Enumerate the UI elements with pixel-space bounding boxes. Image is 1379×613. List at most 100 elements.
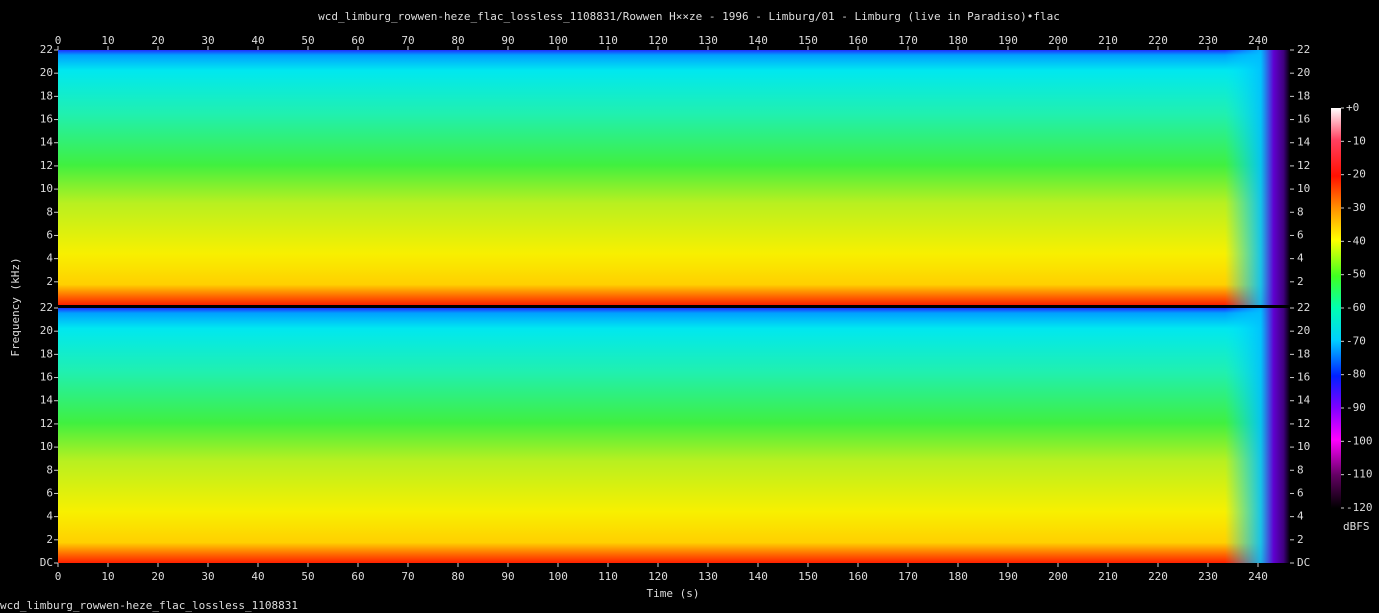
y-tick-label: 8 bbox=[46, 463, 53, 476]
x-tick-label: 80 bbox=[451, 570, 464, 583]
y-tick-label: 4 bbox=[1297, 252, 1304, 265]
x-tick-label: 60 bbox=[351, 570, 364, 583]
x-tick-label: 130 bbox=[698, 570, 718, 583]
y-tick-label: 20 bbox=[1297, 66, 1310, 79]
colorbar-tick-label: -100 bbox=[1346, 434, 1373, 447]
y-tick-label: 8 bbox=[1297, 205, 1304, 218]
x-tick-label: 200 bbox=[1048, 570, 1068, 583]
x-tick-label: 30 bbox=[201, 34, 214, 47]
x-tick-label: 110 bbox=[598, 570, 618, 583]
y-tick-label: 12 bbox=[40, 159, 53, 172]
x-tick-label: 140 bbox=[748, 34, 768, 47]
x-tick-label: 70 bbox=[401, 570, 414, 583]
y-tick-label: 2 bbox=[1297, 275, 1304, 288]
y-tick-label: 16 bbox=[40, 113, 53, 126]
x-tick-label: 230 bbox=[1198, 34, 1218, 47]
spectrogram-fade bbox=[1225, 308, 1290, 563]
x-tick-label: 10 bbox=[101, 570, 114, 583]
y-tick-label: 10 bbox=[40, 440, 53, 453]
y-tick-label: 12 bbox=[1297, 159, 1310, 172]
chart-title: wcd_limburg_rowwen-heze_flac_lossless_11… bbox=[318, 10, 1060, 23]
y-tick-label: 22 bbox=[40, 301, 53, 314]
x-tick-label: 190 bbox=[998, 570, 1018, 583]
y-tick-label: 18 bbox=[1297, 89, 1310, 102]
y-tick-label: 16 bbox=[40, 371, 53, 384]
x-tick-label: 40 bbox=[251, 570, 264, 583]
y-tick-label: 18 bbox=[40, 347, 53, 360]
x-tick-label: 50 bbox=[301, 34, 314, 47]
x-tick-label: 220 bbox=[1148, 570, 1168, 583]
x-tick-label: 40 bbox=[251, 34, 264, 47]
x-tick-label: 240 bbox=[1248, 570, 1268, 583]
x-tick-label: 240 bbox=[1248, 34, 1268, 47]
x-tick-label: 160 bbox=[848, 34, 868, 47]
x-tick-label: 170 bbox=[898, 570, 918, 583]
x-tick-label: 20 bbox=[151, 570, 164, 583]
x-tick-label: 150 bbox=[798, 34, 818, 47]
y-tick-label: 4 bbox=[1297, 510, 1304, 523]
x-tick-label: 180 bbox=[948, 570, 968, 583]
colorbar bbox=[1331, 108, 1341, 508]
y-tick-label: 8 bbox=[46, 205, 53, 218]
x-tick-label: 100 bbox=[548, 34, 568, 47]
footer: wcd_limburg_rowwen-heze_flac_lossless_11… bbox=[0, 599, 298, 612]
y-tick-label: 22 bbox=[1297, 301, 1310, 314]
x-tick-label: 70 bbox=[401, 34, 414, 47]
x-tick-label: 130 bbox=[698, 34, 718, 47]
x-tick-label: 90 bbox=[501, 34, 514, 47]
y-tick-label: 20 bbox=[40, 324, 53, 337]
x-tick-label: 210 bbox=[1098, 34, 1118, 47]
x-tick-label: 20 bbox=[151, 34, 164, 47]
y-tick-label: 10 bbox=[1297, 182, 1310, 195]
x-tick-label: 230 bbox=[1198, 570, 1218, 583]
colorbar-tick-label: -120 bbox=[1346, 501, 1373, 514]
y-tick-label: 10 bbox=[40, 182, 53, 195]
x-tick-label: 120 bbox=[648, 570, 668, 583]
y-tick-label: 2 bbox=[46, 533, 53, 546]
y-tick-label: 12 bbox=[1297, 417, 1310, 430]
x-tick-label: 60 bbox=[351, 34, 364, 47]
x-tick-label: 80 bbox=[451, 34, 464, 47]
y-tick-label: 4 bbox=[46, 510, 53, 523]
y-tick-label: 16 bbox=[1297, 113, 1310, 126]
colorbar-tick-label: -110 bbox=[1346, 468, 1373, 481]
colorbar-tick-label: -90 bbox=[1346, 401, 1366, 414]
y-tick-label: 4 bbox=[46, 252, 53, 265]
x-tick-label: 160 bbox=[848, 570, 868, 583]
y-tick-label: 14 bbox=[40, 136, 54, 149]
colorbar-tick-label: -20 bbox=[1346, 168, 1366, 181]
x-tick-label: 190 bbox=[998, 34, 1018, 47]
x-axis-label: Time (s) bbox=[647, 587, 700, 600]
y-tick-label: 22 bbox=[40, 43, 53, 56]
y-tick-label: DC bbox=[1297, 556, 1310, 569]
x-tick-label: 120 bbox=[648, 34, 668, 47]
y-tick-label: 22 bbox=[1297, 43, 1310, 56]
x-tick-label: 10 bbox=[101, 34, 114, 47]
colorbar-tick-label: -40 bbox=[1346, 234, 1366, 247]
colorbar-tick-label: -50 bbox=[1346, 268, 1366, 281]
spectrogram bbox=[58, 308, 1290, 563]
x-tick-label: 170 bbox=[898, 34, 918, 47]
x-tick-label: 100 bbox=[548, 570, 568, 583]
spectrogram bbox=[58, 50, 1290, 305]
x-tick-label: 220 bbox=[1148, 34, 1168, 47]
y-tick-label: 18 bbox=[1297, 347, 1310, 360]
colorbar-tick-label: +0 bbox=[1346, 101, 1359, 114]
y-axis-label: Frequency (kHz) bbox=[9, 257, 22, 356]
colorbar-tick-label: -70 bbox=[1346, 334, 1366, 347]
x-tick-label: 110 bbox=[598, 34, 618, 47]
y-tick-label: 20 bbox=[1297, 324, 1310, 337]
y-tick-label: 10 bbox=[1297, 440, 1310, 453]
y-tick-label: 12 bbox=[40, 417, 53, 430]
colorbar-tick-label: -30 bbox=[1346, 201, 1366, 214]
y-tick-label: 2 bbox=[46, 275, 53, 288]
y-tick-label: 18 bbox=[40, 89, 53, 102]
y-tick-label: 16 bbox=[1297, 371, 1310, 384]
colorbar-tick-label: -60 bbox=[1346, 301, 1366, 314]
y-tick-label: 14 bbox=[40, 394, 54, 407]
colorbar-tick-label: -80 bbox=[1346, 368, 1366, 381]
y-tick-label: DC bbox=[40, 556, 53, 569]
y-tick-label: 8 bbox=[1297, 463, 1304, 476]
x-tick-label: 0 bbox=[55, 570, 62, 583]
